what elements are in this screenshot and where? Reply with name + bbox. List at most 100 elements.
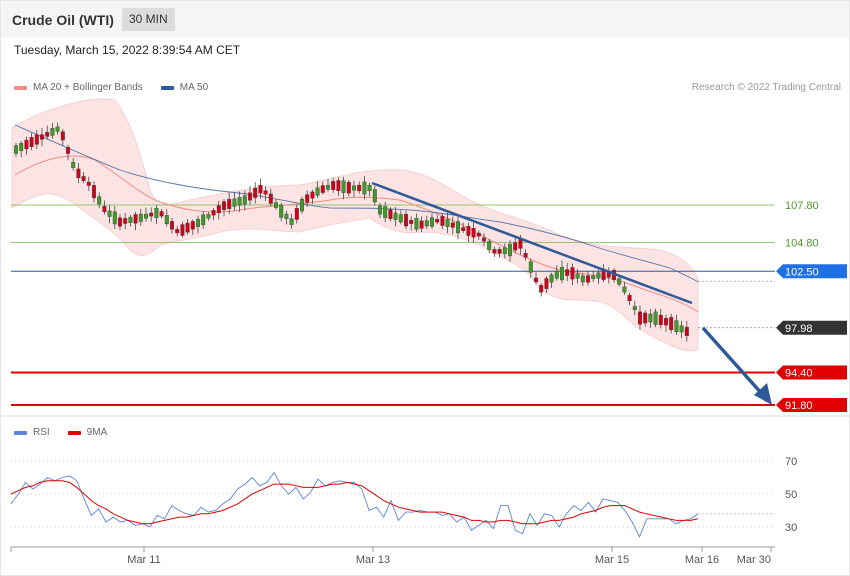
candle-body	[24, 139, 29, 150]
candle-body	[466, 226, 471, 236]
candle-body	[211, 210, 216, 216]
candle-body	[65, 146, 70, 154]
legend-swatch-bollinger	[14, 85, 27, 90]
candle-body	[112, 211, 117, 225]
candle-body	[674, 320, 679, 333]
candle-body	[341, 180, 346, 193]
candle-body	[300, 198, 305, 212]
candle-body	[430, 217, 435, 227]
candle-body	[586, 275, 591, 283]
candle-body	[34, 134, 39, 145]
candle-body	[221, 201, 226, 211]
candle-body	[169, 221, 174, 230]
candle-body	[50, 128, 55, 136]
candle-body	[643, 312, 648, 324]
candle-body	[440, 216, 445, 226]
legend-label-9ma: 9MA	[86, 427, 108, 438]
rsi-tick-70: 70	[785, 456, 797, 468]
candle-body	[149, 212, 154, 217]
candle-body	[227, 198, 232, 209]
candle-body	[206, 214, 211, 219]
candle-body	[19, 143, 24, 151]
candle-body	[528, 261, 533, 273]
candle-body	[565, 269, 570, 276]
candle-body	[258, 184, 263, 194]
candle-body	[232, 198, 237, 207]
x-tick-label: Mar 11	[127, 554, 160, 566]
candle-body	[45, 132, 50, 137]
candle-body	[86, 181, 91, 186]
price-label-91.80: 91.80	[785, 400, 813, 412]
candle-body	[513, 242, 518, 251]
main-legend: MA 20 + Bollinger Bands MA 50	[14, 82, 208, 93]
forecast-arrow	[701, 326, 765, 397]
candle-body	[518, 239, 523, 249]
candle-body	[383, 206, 388, 218]
candle-body	[653, 311, 658, 325]
candle-body	[591, 275, 596, 279]
interval-selector[interactable]: 30 MIN	[122, 8, 175, 31]
candle-body	[669, 317, 674, 331]
candle-body	[424, 220, 429, 227]
legend-label-bollinger: MA 20 + Bollinger Bands	[33, 82, 143, 93]
price-label-107.80: 107.80	[785, 200, 819, 212]
candle-body	[133, 214, 138, 224]
candle-body	[13, 145, 18, 154]
price-label-94.40: 94.40	[785, 368, 813, 380]
candle-body	[560, 267, 565, 281]
candle-body	[601, 270, 606, 280]
candle-body	[253, 187, 258, 198]
candle-body	[638, 311, 643, 325]
candle-body	[622, 286, 627, 293]
candle-body	[570, 267, 575, 280]
candle-body	[242, 195, 247, 205]
candle-body	[409, 219, 414, 224]
moving-averages	[14, 124, 699, 313]
candle-body	[352, 185, 357, 191]
candle-body	[76, 168, 81, 179]
candle-body	[268, 193, 273, 204]
candle-body	[580, 275, 585, 283]
candle-body	[482, 237, 487, 242]
candle-body	[164, 215, 169, 224]
title-bar: Crude Oil (WTI) 30 MIN	[1, 1, 849, 37]
candle-body	[487, 241, 492, 250]
price-label-104.80: 104.80	[785, 238, 819, 250]
forecast-arrow-head	[754, 383, 772, 405]
legend-label-ma50: MA 50	[179, 82, 209, 93]
candle-body	[128, 216, 133, 223]
price-levels: 107.80 104.80 102.50 97.98 94.40 91.80	[11, 200, 847, 412]
candle-body	[71, 162, 76, 168]
candle-body	[502, 247, 507, 254]
candle-body	[154, 208, 159, 219]
candle-body	[461, 227, 466, 231]
ma50-line	[14, 124, 699, 283]
candle-body	[289, 218, 294, 225]
candle-body	[180, 224, 185, 236]
price-tag-94.40	[776, 365, 847, 380]
candle-body	[508, 243, 513, 257]
candle-body	[29, 137, 34, 148]
price-tag-102.50	[776, 264, 847, 279]
candle-body	[549, 274, 554, 283]
candle-body	[367, 184, 372, 192]
candle-body	[596, 272, 601, 279]
candle-body	[664, 318, 669, 326]
x-tick-label: Mar 15	[595, 554, 629, 566]
price-tag-97.98	[776, 320, 847, 335]
candle-body	[393, 212, 398, 220]
candle-body	[679, 325, 684, 333]
candle-body	[372, 189, 377, 203]
candle-body	[117, 217, 122, 227]
candle-body	[398, 214, 403, 223]
candle-body	[414, 217, 419, 230]
candle-body	[91, 185, 96, 199]
candle-body	[294, 208, 299, 220]
candle-body	[617, 278, 622, 285]
candle-body	[388, 209, 393, 219]
candle-body	[274, 202, 279, 208]
rsi-tick-50: 50	[785, 489, 797, 501]
candle-body	[404, 213, 409, 227]
candle-body	[476, 232, 481, 237]
